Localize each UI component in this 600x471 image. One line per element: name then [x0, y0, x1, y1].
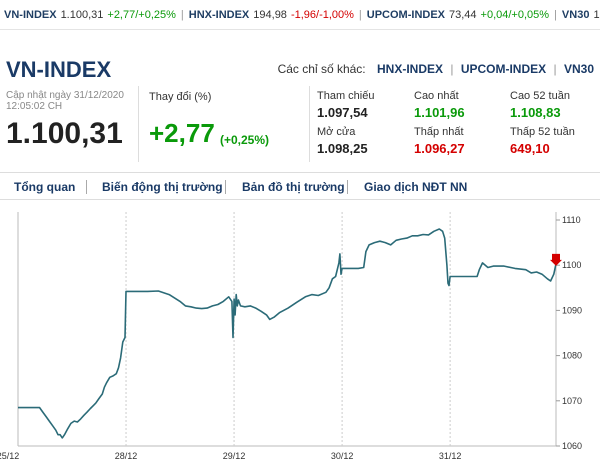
- x-tick-label: 28/12: [115, 451, 138, 461]
- x-tick-label: 29/12: [223, 451, 246, 461]
- stat-label: Thấp 52 tuần: [510, 126, 575, 138]
- page-title: VN-INDEX: [6, 57, 112, 82]
- x-tick-label: 25/12: [0, 451, 19, 461]
- ticker-name: UPCOM-INDEX: [366, 9, 446, 21]
- ticker-value: 194,98: [253, 9, 287, 21]
- ticker-change: +0,04/+0,05%: [480, 9, 550, 21]
- ticker-name: VN-INDEX: [4, 9, 57, 21]
- divider: [138, 86, 139, 162]
- stat-high: Cao nhất 1.101,96: [414, 90, 465, 120]
- x-tick-label: 30/12: [331, 451, 354, 461]
- stat-low: Thấp nhất 1.096,27: [414, 126, 465, 156]
- tab-market-map[interactable]: Bản đồ thị trường: [242, 180, 345, 194]
- stat-high-52w: Cao 52 tuần 1.108,83: [510, 90, 570, 120]
- change-value: +2,77: [149, 118, 215, 148]
- link-upcom-index[interactable]: UPCOM-INDEX: [460, 62, 547, 76]
- stat-value: 1.108,83: [510, 105, 561, 120]
- y-tick-label: 1080: [562, 351, 582, 361]
- divider: |: [180, 9, 184, 21]
- series-line: [18, 228, 557, 439]
- tab-foreign-trading[interactable]: Giao dịch NĐT NN: [364, 180, 468, 194]
- ticker-value: 1.064: [593, 9, 600, 21]
- ticker-name: HNX-INDEX: [188, 9, 250, 21]
- y-tick-label: 1090: [562, 305, 582, 315]
- update-info: Cập nhật ngày 31/12/2020 12:05:02 CH: [6, 90, 124, 112]
- divider: |: [553, 62, 557, 76]
- other-indices-nav: Các chỉ số khác: HNX-INDEX | UPCOM-INDEX…: [278, 62, 594, 76]
- stat-open: Mở cửa 1.098,25: [317, 126, 368, 156]
- stat-value: 1.096,27: [414, 141, 465, 156]
- ticker-item[interactable]: VN-INDEX 1.100,31 +2,77/+0,25% |: [4, 0, 184, 29]
- tab-overview[interactable]: Tổng quan: [14, 180, 76, 194]
- y-tick-label: 1060: [562, 441, 582, 451]
- ticker-item[interactable]: HNX-INDEX 194,98 -1,96/-1,00% |: [188, 0, 362, 29]
- stat-value: 649,10: [510, 141, 550, 156]
- divider: [225, 180, 226, 194]
- stat-value: 1.097,54: [317, 105, 368, 120]
- tab-bar: Tổng quan Biến động thị trường Bản đồ th…: [0, 172, 600, 200]
- last-value-arrow-icon: [550, 253, 562, 266]
- divider: [86, 180, 87, 194]
- update-date: Cập nhật ngày 31/12/2020: [6, 90, 124, 101]
- ticker-change: -1,96/-1,00%: [290, 9, 354, 21]
- index-chart: 25/12 28/12 29/12 30/12 31/12 1060 1070 1080 109…: [0, 212, 582, 461]
- index-ticker-bar: VN-INDEX 1.100,31 +2,77/+0,25% | HNX-INDEX 19…: [0, 0, 600, 30]
- tab-market-movement[interactable]: Biến động thị trường: [102, 180, 223, 194]
- divider: |: [450, 62, 454, 76]
- change-label: Thay đổi (%): [149, 91, 212, 103]
- y-tick-label: 1070: [562, 396, 582, 406]
- stat-value: 1.098,25: [317, 141, 368, 156]
- update-time: 12:05:02 CH: [6, 101, 63, 112]
- stat-reference: Tham chiếu 1.097,54: [317, 90, 374, 120]
- stat-label: Thấp nhất: [414, 126, 464, 138]
- stat-label: Cao 52 tuần: [510, 90, 570, 102]
- ticker-name: VN30: [561, 9, 590, 21]
- change-percent: (+0,25%): [220, 133, 270, 147]
- stat-label: Cao nhất: [414, 90, 459, 102]
- stat-label: Tham chiếu: [317, 90, 375, 102]
- y-tick-label: 1110: [562, 215, 581, 225]
- divider: [309, 86, 310, 162]
- stat-low-52w: Thấp 52 tuần 649,10: [510, 126, 575, 156]
- stat-label: Mở cửa: [317, 126, 356, 138]
- x-tick-label: 31/12: [439, 451, 462, 461]
- link-hnx-index[interactable]: HNX-INDEX: [376, 62, 443, 76]
- y-tick-label: 1100: [562, 260, 581, 270]
- divider: [347, 180, 348, 194]
- index-value: 1.100,31: [6, 117, 123, 150]
- ticker-item[interactable]: UPCOM-INDEX 73,44 +0,04/+0,05% |: [366, 0, 557, 29]
- stat-value: 1.101,96: [414, 105, 465, 120]
- divider: |: [554, 9, 557, 21]
- ticker-value: 1.100,31: [60, 9, 104, 21]
- divider: |: [358, 9, 362, 21]
- ticker-change: +2,77/+0,25%: [107, 9, 176, 21]
- ticker-value: 73,44: [449, 9, 477, 21]
- other-indices-label: Các chỉ số khác:: [277, 62, 366, 76]
- link-vn30[interactable]: VN30: [563, 62, 594, 76]
